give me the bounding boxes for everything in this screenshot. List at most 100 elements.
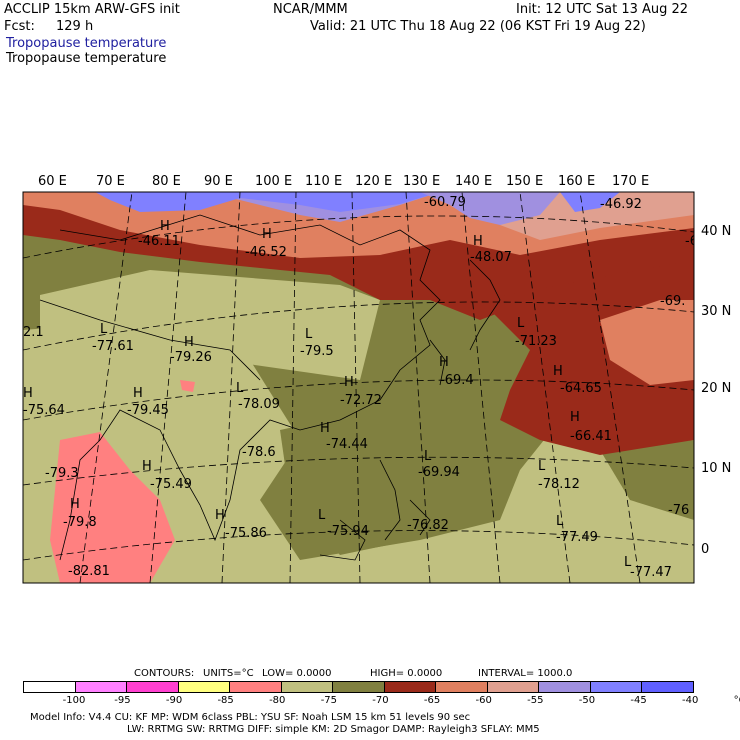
- center-value: -79.26: [170, 350, 212, 365]
- center-value: 2.1: [23, 325, 44, 340]
- center-value: -79.45: [127, 403, 169, 418]
- center-type: L: [517, 316, 525, 331]
- colorbar-tick-label: -85: [217, 695, 233, 707]
- map-canvas: 60 E 70 E 80 E 90 E 100 E 110 E 120 E 13…: [0, 0, 740, 740]
- colorbar-swatch: [282, 682, 334, 692]
- lat-labels: 40 N 30 N 20 N 10 N 0: [701, 224, 731, 557]
- center-value: -75.86: [225, 526, 267, 541]
- center-value: -71.23: [515, 334, 557, 349]
- colorbar-tick-label: -90: [166, 695, 182, 707]
- center-value: -77.49: [556, 530, 598, 545]
- model-info-line2: LW: RRTMG SW: RRTMG DIFF: simple KM: 2D …: [127, 724, 540, 736]
- center-value: -69.: [660, 294, 685, 309]
- center-value: -60.79: [424, 195, 466, 210]
- center-value: -6: [685, 234, 698, 249]
- colorbar-ticks: -100 -95 -90 -85 -80 -75 -70 -65 -60 -55 -50 -45 -40…: [0, 695, 740, 707]
- lon-label: 170 E: [612, 174, 649, 189]
- lon-label: 160 E: [558, 174, 595, 189]
- lat-label: 0: [701, 542, 709, 557]
- colorbar-swatch: [230, 682, 282, 692]
- center-type: L: [556, 514, 564, 529]
- center-value: -79.3: [45, 466, 79, 481]
- lat-label: 30 N: [701, 304, 731, 319]
- center-type: H: [133, 386, 143, 401]
- contours-units: UNITS=°C: [203, 668, 254, 680]
- center-type: L: [305, 327, 313, 342]
- lon-label: 100 E: [255, 174, 292, 189]
- center-type: H: [439, 355, 449, 370]
- lon-label: 80 E: [152, 174, 181, 189]
- colorbar-tick-label: -60: [476, 695, 492, 707]
- lat-label: 10 N: [701, 461, 731, 476]
- lon-label: 60 E: [38, 174, 67, 189]
- colorbar-swatch: [539, 682, 591, 692]
- colorbar-swatch: [642, 682, 693, 692]
- center-value: -46.11: [138, 234, 180, 249]
- center-value: -72.72: [340, 393, 382, 408]
- colorbar-swatch: [76, 682, 128, 692]
- colorbar-swatch: [385, 682, 437, 692]
- center-value: -69.94: [418, 465, 460, 480]
- center-value: -77.47: [630, 565, 672, 580]
- center-type: L: [100, 322, 108, 337]
- colorbar-tick-label: -50: [579, 695, 595, 707]
- center-value: -79.8: [63, 515, 97, 530]
- center-value: -48.07: [470, 250, 512, 265]
- contours-high: HIGH= 0.0000: [370, 668, 442, 680]
- contours-interval: INTERVAL= 1000.0: [478, 668, 572, 680]
- model-info-line1: Model Info: V4.4 CU: KF MP: WDM 6class P…: [30, 712, 470, 724]
- lon-labels: 60 E 70 E 80 E 90 E 100 E 110 E 120 E 13…: [38, 174, 649, 189]
- colorbar-tick-label: °C: [734, 695, 740, 707]
- center-type: H: [215, 508, 225, 523]
- center-value: -79.5: [300, 344, 334, 359]
- center-type: H: [553, 364, 563, 379]
- center-value: -75.94: [327, 524, 369, 539]
- center-value: -46.52: [245, 245, 287, 260]
- colorbar-tick-label: -95: [114, 695, 130, 707]
- center-type: H: [473, 234, 483, 249]
- center-type: L: [424, 449, 432, 464]
- lon-label: 140 E: [455, 174, 492, 189]
- center-value: -76.82: [407, 518, 449, 533]
- center-type: H: [70, 497, 80, 512]
- center-type: H: [344, 375, 354, 390]
- lat-label: 20 N: [701, 381, 731, 396]
- lon-label: 130 E: [403, 174, 440, 189]
- colorbar-tick-label: -55: [527, 695, 543, 707]
- center-value: -78.6: [242, 445, 276, 460]
- lon-label: 120 E: [355, 174, 392, 189]
- center-value: -78.09: [238, 397, 280, 412]
- colorbar-swatch: [24, 682, 76, 692]
- center-value: -82.81: [68, 564, 110, 579]
- colorbar-tick-label: -80: [269, 695, 285, 707]
- colorbar: [23, 681, 694, 693]
- center-type: H: [23, 386, 33, 401]
- center-value: -78.12: [538, 477, 580, 492]
- center-value: -75.49: [150, 477, 192, 492]
- colorbar-swatch: [179, 682, 231, 692]
- colorbar-tick-label: -65: [424, 695, 440, 707]
- center-value: -69.4: [440, 373, 474, 388]
- center-type: H: [570, 410, 580, 425]
- contours-label: CONTOURS:: [134, 668, 194, 680]
- colorbar-tick-label: -100: [63, 695, 86, 707]
- colorbar-tick-label: -75: [321, 695, 337, 707]
- center-type: L: [538, 459, 546, 474]
- center-type: H: [320, 421, 330, 436]
- center-value: -75.64: [23, 403, 65, 418]
- lat-label: 40 N: [701, 224, 731, 239]
- center-type: L: [318, 508, 326, 523]
- colorbar-swatch: [436, 682, 488, 692]
- colorbar-tick-label: -45: [630, 695, 646, 707]
- colorbar-tick-label: -40: [682, 695, 698, 707]
- center-type: H: [184, 335, 194, 350]
- contours-low: LOW= 0.0000: [262, 668, 332, 680]
- lon-label: 150 E: [506, 174, 543, 189]
- center-type: H: [262, 227, 272, 242]
- center-value: -66.41: [570, 429, 612, 444]
- center-value: -77.61: [92, 339, 134, 354]
- center-value: -76: [668, 503, 689, 518]
- lon-label: 110 E: [305, 174, 342, 189]
- center-value: -64.65: [560, 381, 602, 396]
- colorbar-swatch: [591, 682, 643, 692]
